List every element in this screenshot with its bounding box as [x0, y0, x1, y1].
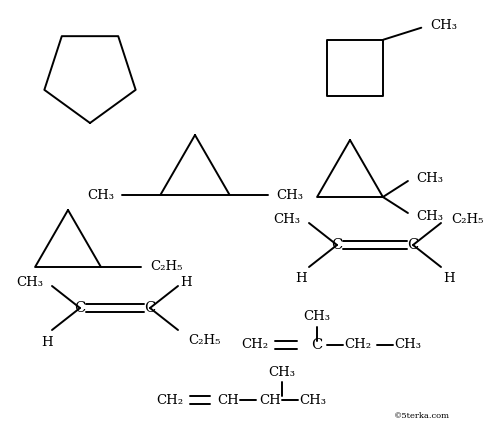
Text: C₂H₅: C₂H₅	[188, 334, 220, 346]
Text: CH₂: CH₂	[156, 394, 184, 406]
Text: CH: CH	[217, 394, 239, 406]
Text: CH₂: CH₂	[344, 338, 372, 351]
Text: CH₂: CH₂	[242, 338, 268, 351]
Text: C: C	[312, 338, 322, 352]
Text: C: C	[332, 238, 342, 252]
Text: CH₃: CH₃	[416, 172, 444, 184]
Text: CH: CH	[259, 394, 281, 406]
Text: ©5terka.com: ©5terka.com	[394, 412, 450, 420]
Text: CH₃: CH₃	[304, 311, 330, 323]
Text: C₂H₅: C₂H₅	[150, 261, 183, 274]
Text: H: H	[295, 272, 307, 286]
Text: C: C	[144, 301, 156, 315]
Text: CH₃: CH₃	[16, 275, 44, 289]
Text: C: C	[74, 301, 86, 315]
Text: CH₃: CH₃	[87, 189, 114, 201]
Text: H: H	[180, 275, 192, 289]
Text: CH₃: CH₃	[274, 212, 300, 226]
Text: H: H	[41, 335, 53, 348]
Text: CH₃: CH₃	[276, 189, 303, 201]
Text: C₂H₅: C₂H₅	[451, 212, 483, 226]
Text: CH₃: CH₃	[430, 19, 457, 32]
Text: H: H	[443, 272, 455, 286]
Text: CH₃: CH₃	[268, 366, 295, 379]
Text: C: C	[408, 238, 418, 252]
Text: CH₃: CH₃	[394, 338, 421, 351]
Text: CH₃: CH₃	[416, 210, 444, 223]
Text: CH₃: CH₃	[300, 394, 326, 406]
